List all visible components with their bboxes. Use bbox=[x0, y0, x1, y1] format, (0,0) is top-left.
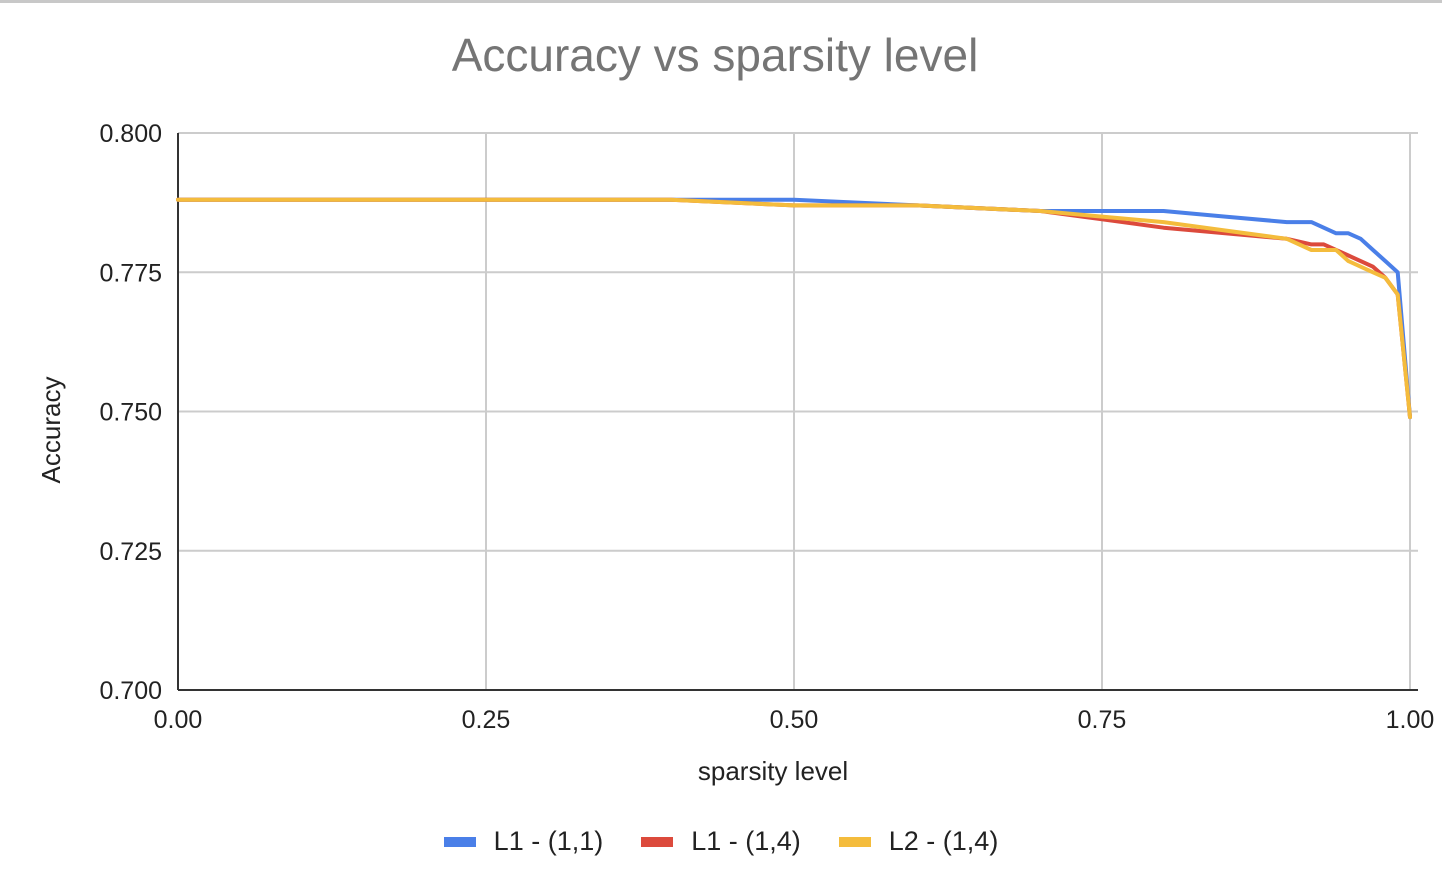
x-tick-label: 1.00 bbox=[1386, 706, 1435, 734]
legend-swatch-l1-14 bbox=[641, 836, 674, 847]
legend-swatch-l1-11 bbox=[443, 836, 476, 847]
legend-swatch-l2-14 bbox=[838, 836, 871, 847]
y-tick-label: 0.725 bbox=[99, 538, 162, 566]
window-top-border bbox=[0, 0, 1442, 3]
axis-layer bbox=[177, 133, 1418, 691]
y-axis-title: Accuracy bbox=[36, 377, 66, 484]
legend-item-l1-14: L1 - (1,4) bbox=[641, 826, 801, 857]
chart-title: Accuracy vs sparsity level bbox=[451, 29, 979, 81]
y-tick-label: 0.775 bbox=[99, 259, 162, 287]
legend-label-l1-11: L1 - (1,1) bbox=[493, 826, 604, 856]
y-tick-label: 0.750 bbox=[99, 399, 162, 427]
y-tick-label: 0.800 bbox=[99, 120, 162, 148]
series-line-2 bbox=[176, 197, 1412, 420]
x-tick-label: 0.25 bbox=[462, 706, 511, 734]
series-layer bbox=[176, 197, 1412, 420]
legend-item-l1-11: L1 - (1,1) bbox=[443, 826, 604, 857]
y-tick-label: 0.700 bbox=[99, 677, 162, 705]
x-axis-title: sparsity level bbox=[698, 756, 848, 786]
chart-legend: L1 - (1,1) L1 - (1,4) L2 - (1,4) bbox=[0, 826, 1442, 857]
grid-layer bbox=[178, 132, 1418, 691]
x-tick-label: 0.00 bbox=[154, 706, 203, 734]
legend-label-l1-14: L1 - (1,4) bbox=[691, 826, 801, 856]
x-tick-label: 0.50 bbox=[770, 706, 819, 734]
legend-label-l2-14: L2 - (1,4) bbox=[888, 826, 999, 856]
legend-item-l2-14: L2 - (1,4) bbox=[838, 826, 999, 857]
x-tick-label: 0.75 bbox=[1078, 706, 1127, 734]
